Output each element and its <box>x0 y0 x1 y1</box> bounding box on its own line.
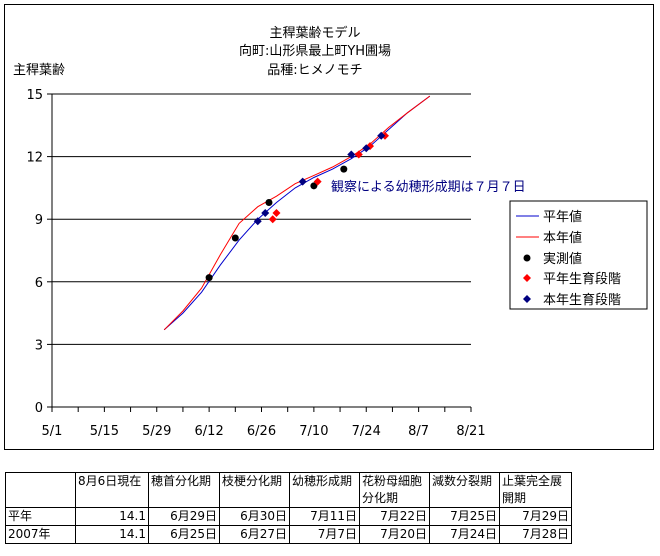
table-header-cell: 減数分裂期 <box>429 472 500 508</box>
table-cell: 7月22日 <box>359 507 430 526</box>
table-cell: 7月11日 <box>289 507 360 526</box>
y-axis-label: 主稈葉齢 <box>13 63 65 78</box>
table-cell: 7月20日 <box>359 525 430 544</box>
table-cell: 6月30日 <box>219 507 290 526</box>
table-cell: 14.1 <box>75 525 149 544</box>
data-point-stage-4 <box>362 144 371 153</box>
legend-marker-normal-stage <box>523 274 531 282</box>
data-point-stage-3 <box>268 215 277 224</box>
legend-marker-measured <box>523 254 531 262</box>
y-tick-label: 0 <box>35 401 43 416</box>
data-point-stage-4 <box>347 150 356 159</box>
x-tick-label: 7/24 <box>352 424 381 439</box>
table-header-cell: 穂首分化期 <box>148 472 220 508</box>
axes: 0 3 6 9 12 15 5/1 5/15 5/29 6/12 6/26 7/10 7/24 8/7 8/… <box>26 88 485 439</box>
legend-label-current: 本年値 <box>543 230 582 246</box>
legend-label-normal-stage: 平年生育段階 <box>543 271 621 287</box>
table-header-cell: 8月6日現在 <box>75 472 149 508</box>
legend-marker-current-stage <box>523 295 531 303</box>
table-cell: 14.1 <box>75 507 149 526</box>
data-point-measured <box>265 199 273 207</box>
x-tick-label: 5/15 <box>90 424 119 439</box>
data-point-stage-4 <box>253 217 262 226</box>
data-point-stage-3 <box>313 177 322 186</box>
table-cell: 6月27日 <box>219 525 290 544</box>
legend-label-current-stage: 本年生育段階 <box>543 292 621 308</box>
table-cell: 7月29日 <box>499 507 572 526</box>
x-tick-label: 8/7 <box>408 424 429 439</box>
chart-frame: 主稈葉齢モデル 向町:山形県最上町YH圃場 品種:ヒメノモチ 主稈葉齢 0 3 6 9… <box>4 4 654 450</box>
data-point-stage-3 <box>272 208 281 217</box>
table-cell: 6月25日 <box>148 525 220 544</box>
x-tick-label: 5/1 <box>42 424 63 439</box>
annotation-text: 観察による幼穂形成期は７月７日 <box>331 180 526 195</box>
data-point-stage-4 <box>261 208 270 217</box>
chart-title-line-3: 品種:ヒメノモチ <box>267 62 362 78</box>
table-row: 2007年 14.1 6月25日 6月27日 7月7日 7月20日 7月24日 … <box>5 525 572 544</box>
series <box>163 95 431 331</box>
table-cell: 7月24日 <box>429 525 500 544</box>
y-tick-label: 9 <box>35 213 43 228</box>
table-row-label: 2007年 <box>5 525 76 544</box>
growth-stage-table: 8月6日現在 穂首分化期 枝梗分化期 幼穂形成期 花粉母細胞分化期 減数分裂期 … <box>5 472 572 544</box>
table-header-row: 8月6日現在 穂首分化期 枝梗分化期 幼穂形成期 花粉母細胞分化期 減数分裂期 … <box>5 472 572 508</box>
x-tick-label: 6/12 <box>195 424 224 439</box>
table-header-cell: 止葉完全展開期 <box>499 472 572 508</box>
table-header-cell: 枝梗分化期 <box>219 472 290 508</box>
table-cell: 7月7日 <box>289 525 360 544</box>
table-row-label: 平年 <box>5 507 76 526</box>
table-cell: 7月28日 <box>499 525 572 544</box>
legend: 平年値 本年値 実測値 平年生育段階 本年生育段階 <box>509 200 648 310</box>
legend-box <box>509 200 648 310</box>
data-point-measured <box>231 234 239 242</box>
y-tick-label: 15 <box>26 88 43 103</box>
table-header-cell: 幼穂形成期 <box>289 472 360 508</box>
legend-label-normal: 平年値 <box>543 209 582 225</box>
data-point-stage-4 <box>298 177 307 186</box>
data-point-stage-4 <box>377 131 386 140</box>
y-tick-label: 3 <box>35 338 43 353</box>
legend-label-measured: 実測値 <box>543 251 582 267</box>
x-tick-label: 6/26 <box>247 424 276 439</box>
chart-title-line-2: 向町:山形県最上町YH圃場 <box>239 43 391 59</box>
table-cell: 7月25日 <box>429 507 500 526</box>
leaf-age-chart: 主稈葉齢モデル 向町:山形県最上町YH圃場 品種:ヒメノモチ 主稈葉齢 0 3 6 9… <box>13 25 648 439</box>
y-tick-label: 6 <box>35 276 43 291</box>
table-row: 平年 14.1 6月29日 6月30日 7月11日 7月22日 7月25日 7月… <box>5 507 572 526</box>
table-cell: 6月29日 <box>148 507 220 526</box>
table-header-cell: 花粉母細胞分化期 <box>359 472 430 508</box>
data-point-measured <box>340 165 348 173</box>
gridlines <box>52 93 471 345</box>
x-tick-label: 7/10 <box>299 424 328 439</box>
table-header-cell <box>5 472 76 508</box>
x-tick-label: 5/29 <box>142 424 171 439</box>
data-point-measured <box>205 274 213 282</box>
series-line-0 <box>163 95 431 331</box>
x-tick-label: 8/21 <box>456 424 485 439</box>
series-line-1 <box>163 95 431 331</box>
data-point-measured <box>310 182 318 190</box>
chart-title-line-1: 主稈葉齢モデル <box>269 25 360 41</box>
y-tick-label: 12 <box>26 151 43 166</box>
data-point-stage-3 <box>354 150 363 159</box>
